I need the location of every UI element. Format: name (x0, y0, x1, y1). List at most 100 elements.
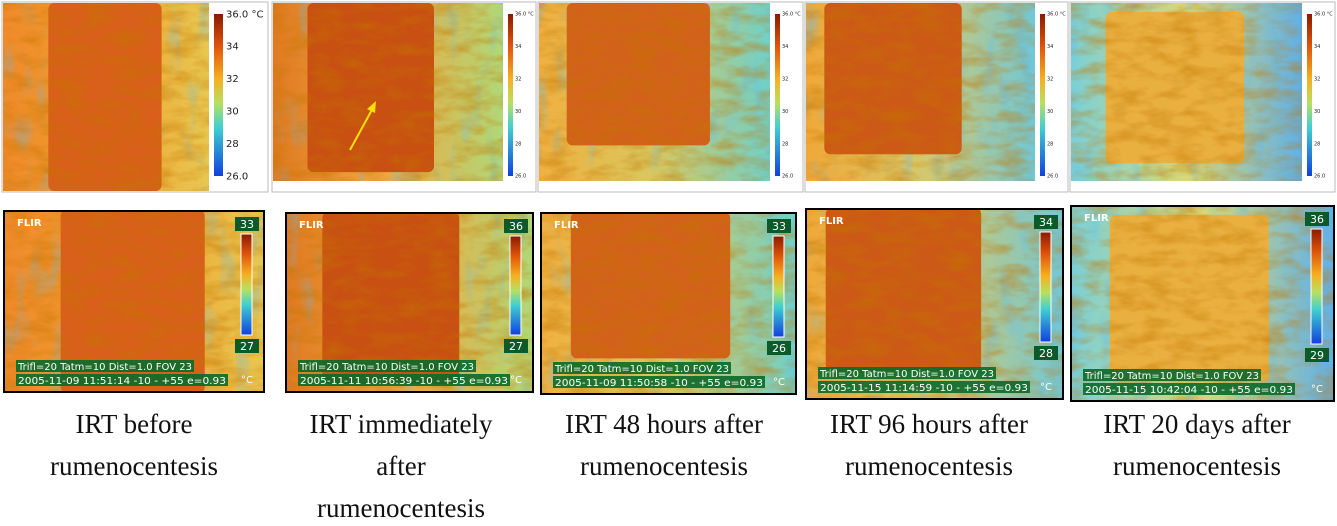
min-box (767, 341, 791, 355)
params: Trifl=20 Tatm=10 Dist=1.0 FOV 23 (17, 362, 192, 373)
min-box (1034, 346, 1058, 360)
scale-label: 32 (782, 76, 788, 82)
flir-logo: FLIR (17, 218, 42, 229)
scale-label: 26.0 (1314, 174, 1325, 180)
min-box (504, 339, 528, 353)
params-bar (16, 360, 194, 372)
bottom-panel: FLIR 36 29 Trifl=20 Tatm=10 Dist=1.0 FOV 23… (1070, 205, 1335, 402)
scale-label: 32 (1314, 76, 1320, 82)
color-scale (1307, 14, 1312, 176)
unit: °C (1040, 382, 1052, 393)
top-panel: 36.0 °C 34 32 30 28 26.0 (537, 1, 804, 193)
scale-label: 26.0 (226, 171, 248, 182)
scale-label: 30 (515, 109, 521, 115)
caption: IRT immediately (309, 409, 493, 439)
caption: rumenocentesis (580, 451, 748, 481)
scale-label: 28 (1314, 141, 1320, 147)
scale-label: 34 (515, 44, 521, 50)
color-scale (775, 14, 780, 176)
scale-label: 28 (782, 141, 788, 147)
caption: IRT 96 hours after (830, 409, 1028, 439)
texture (539, 3, 770, 181)
color-scale (1310, 228, 1323, 345)
color-scale (509, 235, 522, 336)
timestamp: 2005-11-11 10:56:39 -10 - +55 e=0.93 (300, 376, 508, 387)
caption: rumenocentesis (1113, 451, 1281, 481)
bottom-panel: FLIR 33 26 Trifl=20 Tatm=10 Dist=1.0 FOV 23… (540, 212, 797, 395)
time-bar (1083, 383, 1295, 395)
min-box (1305, 348, 1329, 362)
flir-logo: FLIR (299, 220, 324, 231)
params-bar (818, 367, 996, 379)
params-bar (1083, 369, 1261, 381)
scale-label: 28 (1047, 141, 1053, 147)
scale-label: 26.0 (515, 174, 526, 180)
flir-logo: FLIR (1084, 213, 1109, 224)
scale-label: 34 (226, 42, 239, 53)
scale-label: 26.0 (782, 174, 793, 180)
params-bar (553, 362, 731, 374)
params: Trifl=20 Tatm=10 Dist=1.0 FOV 23 (299, 362, 474, 373)
scale-label: 30 (782, 109, 788, 115)
color-scale (1040, 14, 1045, 176)
min-value: 28 (1039, 347, 1053, 360)
color-scale (772, 235, 785, 338)
top-panel: 36.0 °C 34 32 30 28 26.0 (1069, 1, 1336, 193)
texture (1071, 3, 1302, 181)
color-scale (214, 14, 223, 176)
caption: after (376, 451, 425, 481)
min-value: 29 (1310, 349, 1324, 362)
top-panel: 36.0 °C 34 32 30 28 26.0 (804, 1, 1069, 193)
scale-label: 36.0 °C (226, 9, 263, 20)
scale-label: 32 (1047, 76, 1053, 82)
timestamp: 2005-11-15 10:42:04 -10 - +55 e=0.93 (1085, 385, 1293, 396)
scale-label: 30 (1047, 109, 1053, 115)
color-scale (508, 14, 513, 176)
max-box (504, 219, 528, 233)
unit: °C (773, 377, 785, 388)
scale-label: 28 (515, 141, 521, 147)
scale-label: 36.0 °C (782, 12, 801, 18)
max-value: 36 (1310, 213, 1324, 226)
time-bar (16, 374, 228, 386)
time-bar (553, 376, 765, 388)
min-value: 27 (240, 340, 254, 353)
scale-label: 34 (1047, 44, 1053, 50)
max-value: 33 (240, 218, 254, 231)
flir-logo: FLIR (554, 220, 579, 231)
scale-label: 28 (226, 139, 239, 150)
bottom-panel: FLIR 33 27 Trifl=20 Tatm=10 Dist=1.0 FOV 23… (3, 210, 265, 393)
panel-border (805, 208, 1064, 400)
texture (273, 3, 503, 181)
unit: °C (1311, 384, 1323, 395)
timestamp: 2005-11-09 11:51:14 -10 - +55 e=0.93 (18, 376, 226, 387)
params-bar (298, 360, 476, 372)
caption: rumenocentesis (317, 493, 485, 523)
max-value: 36 (509, 220, 523, 233)
scale-label: 30 (1314, 109, 1320, 115)
timestamp: 2005-11-09 11:50:58 -10 - +55 e=0.93 (555, 378, 763, 389)
caption: IRT 20 days after (1103, 409, 1291, 439)
panel-border (540, 212, 797, 395)
texture (806, 3, 1035, 181)
min-value: 27 (509, 340, 523, 353)
texture (3, 3, 209, 191)
caption: IRT 48 hours after (565, 409, 763, 439)
arrow (349, 105, 375, 151)
params: Trifl=20 Tatm=10 Dist=1.0 FOV 23 (819, 369, 994, 380)
scale-label: 36.0 °C (1047, 12, 1066, 18)
max-box (1034, 215, 1058, 229)
max-value: 33 (772, 220, 786, 233)
panel-border (3, 210, 265, 393)
max-box (235, 217, 259, 231)
flir-logo: FLIR (819, 216, 844, 227)
scale-label: 34 (1314, 44, 1320, 50)
max-box (1305, 212, 1329, 226)
scale-label: 36.0 °C (1314, 12, 1333, 18)
caption: rumenocentesis (50, 451, 218, 481)
max-value: 34 (1039, 216, 1053, 229)
panel-border (285, 212, 534, 393)
bottom-panel: FLIR 36 27 Trifl=20 Tatm=10 Dist=1.0 FOV 23… (285, 212, 534, 393)
unit: °C (510, 375, 522, 386)
